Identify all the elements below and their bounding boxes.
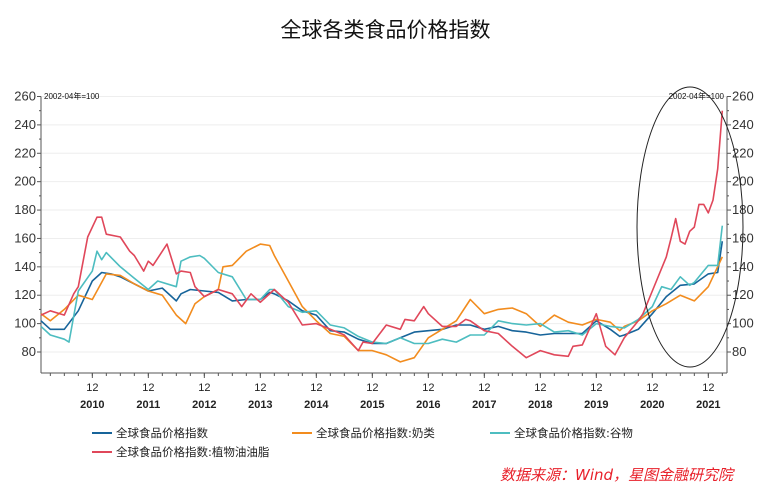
series-line-1 <box>40 243 724 363</box>
y-tick-label-right: 240 <box>732 117 754 132</box>
legend-swatch <box>292 432 312 434</box>
y-tick-label-left: 100 <box>14 316 36 331</box>
x-tick-label-year: 2015 <box>360 399 384 411</box>
legend-item-dairy: 全球食品价格指数:奶类 <box>292 425 435 441</box>
legend-item-food-index: 全球食品价格指数 <box>92 425 208 441</box>
x-tick-label-year: 2013 <box>248 399 272 411</box>
x-tick-label-year: 2010 <box>80 399 104 411</box>
x-tick-label-year: 2017 <box>472 399 496 411</box>
x-tick-label-month: 12 <box>142 382 154 394</box>
x-tick-label-month: 12 <box>478 382 490 394</box>
y-tick-label-left: 220 <box>14 145 36 160</box>
y-tick-label-right: 100 <box>732 316 754 331</box>
series-line-2 <box>40 225 724 345</box>
x-tick-label-month: 12 <box>254 382 266 394</box>
series-line-3 <box>40 110 724 359</box>
x-tick-label-month: 12 <box>422 382 434 394</box>
y-tick-label-right: 200 <box>732 174 754 189</box>
x-tick-label-month: 12 <box>86 382 98 394</box>
legend-swatch <box>92 432 112 434</box>
legend-swatch <box>490 432 510 434</box>
x-tick-label-month: 12 <box>198 382 210 394</box>
x-tick-label-year: 2018 <box>528 399 552 411</box>
data-source: 数据来源：Wind，星图金融研究院 <box>500 466 734 484</box>
x-tick-label-month: 12 <box>366 382 378 394</box>
legend-swatch <box>92 451 112 453</box>
highlight-ellipse <box>636 86 744 368</box>
x-tick-label-month: 12 <box>534 382 546 394</box>
x-tick-label-month: 12 <box>310 382 322 394</box>
y-tick-label-left: 160 <box>14 230 36 245</box>
unit-note-right: 2002-04年=100 <box>669 91 725 101</box>
legend-label: 全球食品价格指数 <box>116 426 208 440</box>
chart-title: 全球各类食品价格指数 <box>280 18 491 42</box>
y-tick-label-left: 180 <box>14 202 36 217</box>
gridlines <box>41 96 727 353</box>
x-tick-label-year: 2012 <box>192 399 216 411</box>
legend-item-vegetable-oil: 全球食品价格指数:植物油油脂 <box>92 444 269 460</box>
y-tick-label-left: 200 <box>14 174 36 189</box>
x-tick-label-month: 12 <box>646 382 658 394</box>
legend-label: 全球食品价格指数:奶类 <box>316 426 435 440</box>
y-tick-label-left: 80 <box>22 344 36 359</box>
y-tick-label-right: 260 <box>732 89 754 104</box>
y-tick-label-right: 220 <box>732 145 754 160</box>
x-tick-label-year: 2011 <box>136 399 160 411</box>
series-lines <box>40 110 724 363</box>
y-tick-label-right: 140 <box>732 259 754 274</box>
x-tick-label-year: 2016 <box>416 399 440 411</box>
y-tick-label-left: 140 <box>14 259 36 274</box>
y-tick-label-left: 260 <box>14 89 36 104</box>
x-tick-label-year: 2021 <box>696 399 720 411</box>
y-tick-label-right: 80 <box>732 344 746 359</box>
legend-label: 全球食品价格指数:谷物 <box>514 426 633 440</box>
unit-note-left: 2002-04年=100 <box>44 91 100 101</box>
x-tick-label-year: 2020 <box>640 399 664 411</box>
y-tick-label-left: 240 <box>14 117 36 132</box>
legend-item-cereals: 全球食品价格指数:谷物 <box>490 425 633 441</box>
x-tick-label-month: 12 <box>590 382 602 394</box>
x-tick-label-month: 12 <box>702 382 714 394</box>
x-tick-label-year: 2014 <box>304 399 329 411</box>
legend-label: 全球食品价格指数:植物油油脂 <box>116 445 270 459</box>
x-tick-label-year: 2019 <box>584 399 608 411</box>
y-tick-label-left: 120 <box>14 287 36 302</box>
